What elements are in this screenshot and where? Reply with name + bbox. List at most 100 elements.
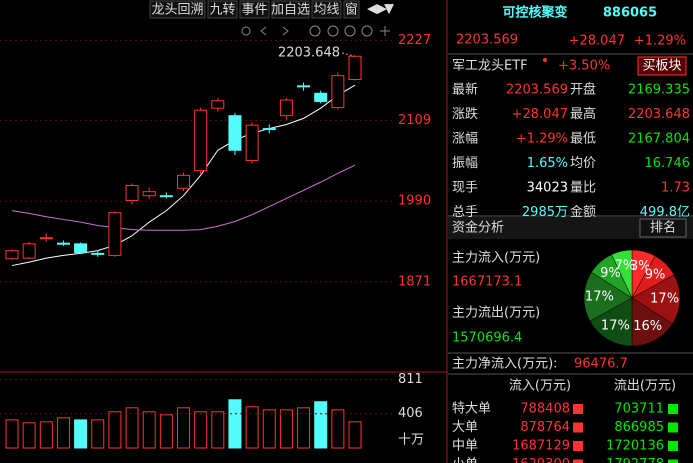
quote-label: 最新 (452, 82, 478, 98)
pie-label: 17% (585, 289, 614, 304)
dropdown[interactable]: ▼ (384, 2, 394, 17)
outflow-swatch (668, 422, 678, 433)
candle-body (331, 75, 345, 109)
volume-bar (245, 406, 259, 449)
candle-body (211, 100, 225, 109)
quote-label: 振幅 (452, 156, 478, 171)
candle-body (56, 242, 70, 245)
volume-bar (91, 419, 105, 449)
section-title: 资金分析 (452, 220, 504, 236)
pie-slice (631, 274, 681, 325)
net-label: 主力净流入(万元): (452, 357, 558, 372)
inflow-swatch (573, 422, 583, 433)
inflow: 1667173.1 (452, 275, 522, 290)
candle-body (5, 250, 19, 260)
scroll-arrows[interactable]: ◀▶ (367, 2, 387, 17)
y-tick-label: 1990 (398, 194, 431, 209)
chart-tools (241, 25, 390, 37)
section-header (448, 217, 693, 239)
volume-bar (348, 421, 362, 449)
net: 96476.7 (574, 357, 628, 372)
candle-body (348, 55, 362, 80)
tab[interactable] (239, 0, 270, 19)
outflow-value: 1792778 (606, 457, 664, 463)
quote-label: 最低 (570, 132, 596, 147)
outflow-value: 1720136 (606, 439, 664, 454)
volume-bar (22, 422, 36, 449)
outflow-label: 主力流出(万元) (452, 306, 540, 321)
quote-value: 2985万 (522, 205, 568, 220)
quote-label: 现手 (452, 181, 478, 196)
change: +28.047 (569, 34, 625, 49)
volume-bar (177, 407, 190, 449)
candle-body (159, 195, 173, 198)
inflow-swatch (573, 404, 583, 414)
pie-label: 7% (615, 259, 636, 274)
volume-bar (108, 411, 122, 449)
tab-label[interactable]: 均线 (313, 3, 339, 18)
volume-bar (194, 411, 208, 449)
quote-value: 2169.335 (628, 83, 690, 98)
tab[interactable] (207, 0, 238, 19)
volume-bar (297, 407, 311, 449)
pie-slice (631, 297, 673, 347)
row-label: 小单 (452, 457, 478, 463)
quote-label: 涨幅 (452, 132, 478, 147)
tab-label[interactable]: 事件 (241, 3, 267, 18)
tab[interactable] (311, 0, 342, 19)
high-label: 2203.648 (278, 46, 340, 61)
candle-body (142, 191, 156, 197)
tab[interactable] (271, 0, 310, 19)
tab-label[interactable]: 九转 (209, 3, 235, 18)
candle-body (245, 124, 259, 161)
candle-body (228, 115, 242, 151)
y-tick-label: 2109 (398, 113, 431, 128)
pie-label: 9% (600, 266, 621, 281)
quote-value: 2203.648 (628, 107, 690, 122)
tab[interactable] (149, 0, 206, 19)
volume-bar (279, 409, 293, 449)
volume-bar (74, 419, 88, 449)
tab-label[interactable]: 窗 (345, 2, 358, 18)
outflow-value: 866985 (614, 420, 664, 435)
rank-button[interactable] (639, 218, 687, 238)
pie-label: 17% (601, 319, 630, 334)
candle-body (262, 128, 276, 131)
inflow-value: 1629300 (512, 457, 570, 463)
candle-body (177, 174, 190, 189)
volume-bar (159, 414, 173, 449)
rank-button-label[interactable]: 排名 (650, 220, 676, 236)
volume-bar (331, 409, 345, 449)
inflow-value: 878764 (520, 420, 570, 435)
sector-change: +3.50% (558, 59, 610, 74)
volume-tick-label: 811 (398, 372, 423, 387)
quote-label: 总手 (452, 205, 478, 220)
pie-label: 9% (645, 267, 666, 282)
sector-button-label[interactable]: 买板块 (642, 59, 681, 74)
outflow-swatch (668, 441, 678, 451)
pie-label: 16% (633, 319, 662, 334)
candle-body (279, 99, 293, 117)
volume-bar (228, 399, 242, 449)
pie-slice (589, 297, 633, 347)
volume-unit: 十万 (398, 433, 424, 448)
tab-label[interactable]: 加自选 (271, 3, 310, 18)
sector-name[interactable]: 军工龙头ETF (452, 59, 528, 74)
volume-bar (39, 421, 53, 449)
sector-button[interactable] (637, 56, 687, 76)
volume-bar (5, 419, 19, 449)
tab[interactable] (343, 0, 360, 19)
high-pointer (341, 52, 356, 57)
outflow-swatch (668, 404, 678, 414)
quote-value: 34023 (527, 181, 568, 196)
outflow-value: 703711 (614, 402, 664, 417)
inflow-value: 1687129 (512, 439, 570, 454)
tab-label[interactable]: 龙头回溯 (151, 2, 203, 18)
table-header: 流出(万元) (614, 379, 676, 394)
outflow-swatch (668, 459, 678, 463)
table-header: 流入(万元) (509, 379, 571, 394)
row-label: 特大单 (452, 402, 491, 417)
quote-value: 2167.804 (628, 132, 690, 147)
inflow-value: 788408 (520, 402, 570, 417)
